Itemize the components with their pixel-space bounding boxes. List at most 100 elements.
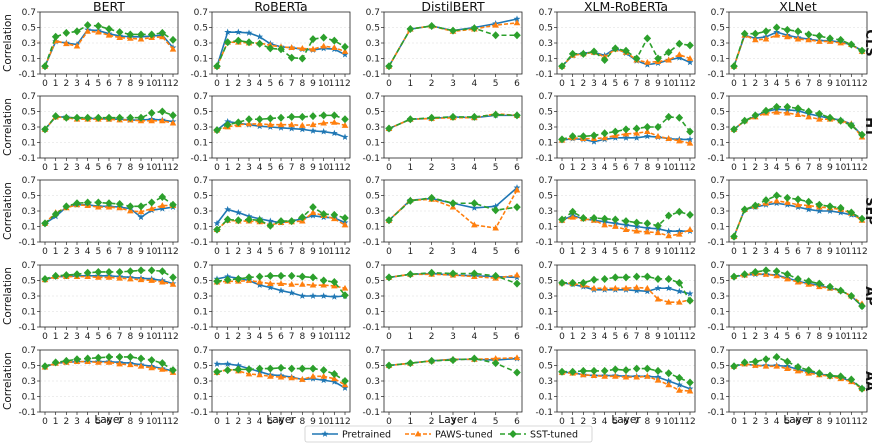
y-tick-label: 0.7 xyxy=(22,8,36,18)
x-tick-label: 9 xyxy=(138,332,144,342)
point-paws-tuned xyxy=(784,275,791,282)
x-tick-label: 0 xyxy=(42,332,48,342)
x-axis-label: Layer xyxy=(438,414,468,426)
x-tick-label: 2 xyxy=(580,247,586,257)
point-sst-tuned xyxy=(73,199,81,208)
point-pretrained xyxy=(341,133,349,140)
point-sst-tuned xyxy=(41,62,49,71)
x-tick-label: 2 xyxy=(429,163,435,173)
point-paws-tuned xyxy=(127,275,134,282)
x-tick-label: 0 xyxy=(559,417,565,427)
point-pretrained xyxy=(590,138,598,145)
point-sst-tuned xyxy=(330,36,339,45)
x-tick-label: 0 xyxy=(731,247,737,257)
point-paws-tuned xyxy=(654,132,662,139)
x-tick-label: 3 xyxy=(450,163,456,173)
point-pretrained xyxy=(288,289,296,296)
panel-sep-roberta: -0.10.10.30.50.70 1 2 3 4 5 6 7 8 9 10 11 12 xyxy=(190,176,350,257)
point-sst-tuned xyxy=(664,112,673,121)
point-sst-tuned xyxy=(309,203,317,212)
point-paws-tuned xyxy=(569,213,576,220)
point-sst-tuned xyxy=(740,358,749,367)
point-sst-tuned xyxy=(513,203,521,212)
point-sst-tuned xyxy=(632,54,641,63)
point-sst-tuned xyxy=(836,35,845,44)
point-sst-tuned xyxy=(579,278,588,287)
x-tick-label: 8 xyxy=(299,247,305,257)
point-paws-tuned xyxy=(752,36,759,43)
x-tick-label: 3 xyxy=(246,417,252,427)
x-tick-label: 0 xyxy=(214,417,220,427)
y-tick-label: 0.3 xyxy=(711,39,725,49)
point-pretrained xyxy=(513,15,521,22)
y-tick-label: 0.1 xyxy=(22,55,36,65)
x-tick-label: 7 xyxy=(117,332,123,342)
point-sst-tuned xyxy=(611,127,620,136)
x-tick-label: 8 xyxy=(127,247,133,257)
point-paws-tuned xyxy=(644,128,651,135)
y-tick-label: 0.1 xyxy=(711,393,725,403)
point-pretrained xyxy=(245,29,253,36)
y-tick-label: 0.5 xyxy=(194,192,208,202)
x-tick-label: 5 xyxy=(95,417,101,427)
point-pretrained xyxy=(224,28,232,36)
point-sst-tuned xyxy=(730,62,738,71)
point-sst-tuned xyxy=(266,271,275,280)
x-tick-label: 7 xyxy=(634,417,640,427)
point-sst-tuned xyxy=(794,363,802,372)
y-tick-label: 0.3 xyxy=(711,292,725,302)
point-pretrained xyxy=(309,292,317,299)
y-tick-label: 0.3 xyxy=(22,207,36,217)
x-axis-label: Layer xyxy=(611,414,641,426)
point-pretrained xyxy=(837,208,845,216)
point-pretrained xyxy=(470,204,478,211)
point-sst-tuned xyxy=(772,191,781,200)
x-tick-label: 6 xyxy=(106,79,112,89)
x-tick-label: 7 xyxy=(634,163,640,173)
x-tick-label: 6 xyxy=(278,332,284,342)
x-tick-label: 12 xyxy=(167,417,178,427)
point-sst-tuned xyxy=(319,276,328,285)
x-tick-label: 3 xyxy=(450,79,456,89)
point-paws-tuned xyxy=(288,121,295,128)
x-tick-label: 11 xyxy=(157,332,168,342)
x-tick-label: 0 xyxy=(731,332,737,342)
x-tick-label: 12 xyxy=(167,163,178,173)
point-sst-tuned xyxy=(223,38,232,47)
point-sst-tuned xyxy=(330,278,339,287)
panel-frame xyxy=(556,264,696,328)
y-tick-label: 0.1 xyxy=(194,139,208,149)
point-sst-tuned xyxy=(385,361,393,370)
point-sst-tuned xyxy=(513,279,521,288)
point-sst-tuned xyxy=(611,215,620,224)
x-tick-label: 12 xyxy=(339,247,350,257)
point-sst-tuned xyxy=(105,267,113,276)
y-tick-label: 0.7 xyxy=(711,261,725,271)
y-tick-label: 0.7 xyxy=(22,346,36,356)
x-tick-label: 4 xyxy=(471,417,477,427)
x-tick-label: 9 xyxy=(310,163,316,173)
x-tick-label: 8 xyxy=(299,417,305,427)
point-sst-tuned xyxy=(675,278,684,287)
x-tick-label: 2 xyxy=(580,332,586,342)
point-sst-tuned xyxy=(115,28,124,37)
y-tick-label: 0.5 xyxy=(366,192,380,202)
point-paws-tuned xyxy=(105,274,113,280)
y-tick-label: 0.3 xyxy=(366,39,380,49)
column-title-xlm-roberta: XLM-RoBERTa xyxy=(584,0,668,14)
point-sst-tuned xyxy=(126,267,135,276)
y-tick-label: -0.1 xyxy=(707,238,725,248)
x-tick-label: 12 xyxy=(856,247,867,257)
point-sst-tuned xyxy=(836,286,845,295)
point-paws-tuned xyxy=(341,122,349,128)
panel-ap-xlm-roberta: -0.10.10.30.50.70 1 2 3 4 5 6 7 8 9 10 11 12 xyxy=(535,261,695,342)
x-tick-label: 7 xyxy=(117,417,123,427)
x-tick-label: 11 xyxy=(329,417,340,427)
x-tick-label: 6 xyxy=(623,247,629,257)
point-pretrained xyxy=(309,127,317,134)
x-tick-label: 1 xyxy=(407,332,413,342)
y-tick-label: -0.1 xyxy=(707,323,725,333)
y-tick-label: 0.3 xyxy=(539,377,553,387)
point-sst-tuned xyxy=(600,56,609,65)
legend-label-pretrained: Pretrained xyxy=(342,430,391,441)
